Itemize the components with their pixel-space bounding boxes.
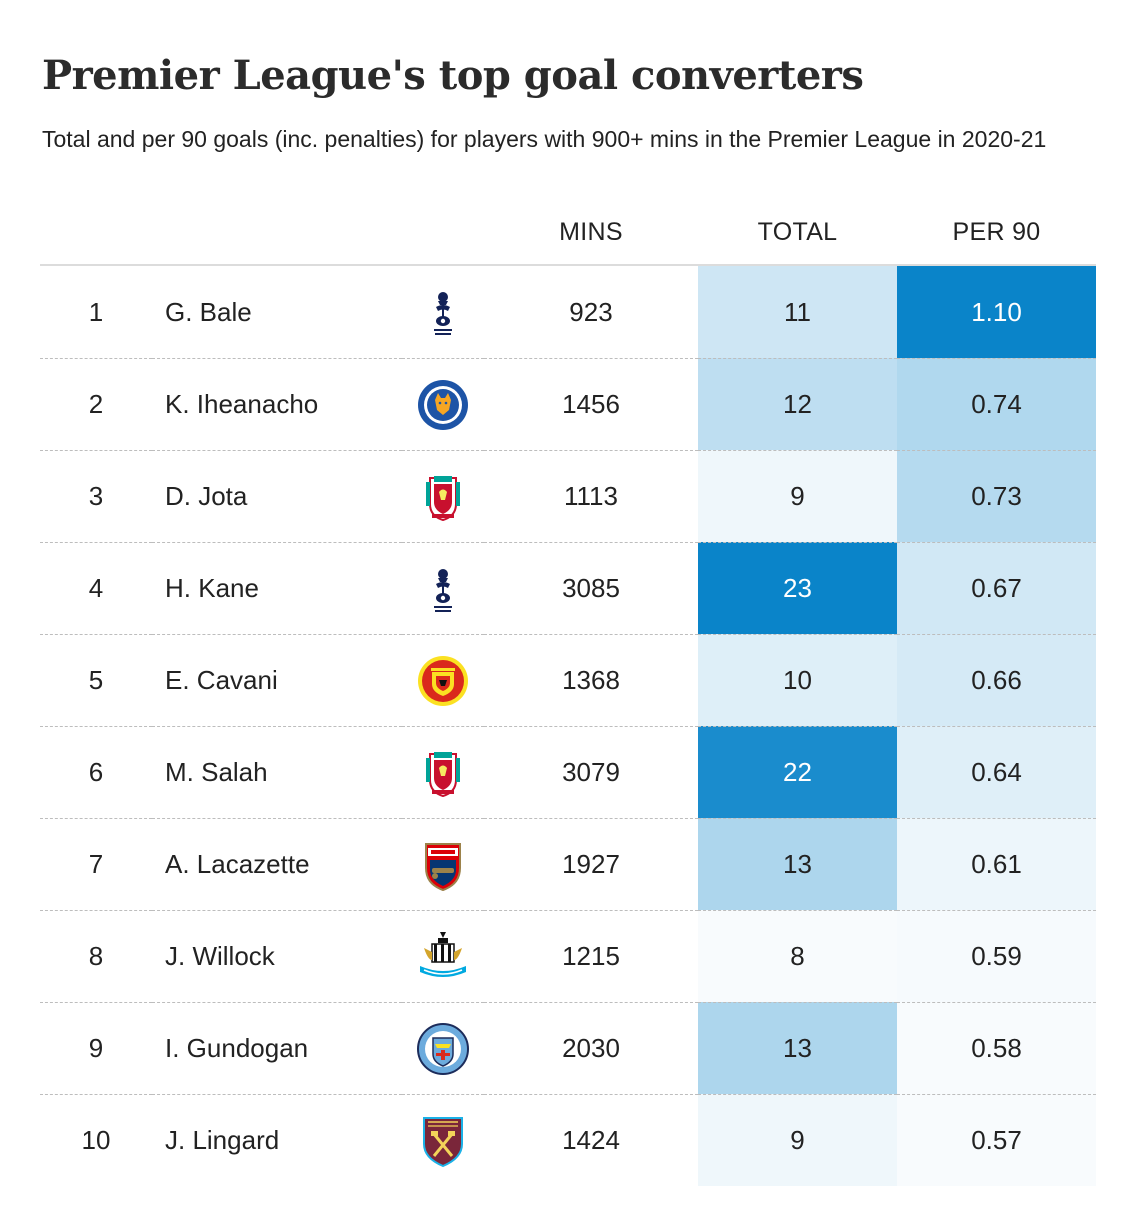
total-cell: 13 [698, 818, 897, 910]
player-name: A. Lacazette [152, 818, 402, 910]
per90-cell: 0.66 [897, 634, 1096, 726]
player-name: D. Jota [152, 450, 402, 542]
club-crest-cell [402, 818, 484, 910]
liverpool-crest [416, 470, 470, 524]
tottenham-crest [416, 562, 470, 616]
rank-cell: 1 [88, 296, 104, 327]
header-rank [40, 200, 152, 264]
table-row: 10 J. Lingard 1424 9 0.57 [40, 1094, 1096, 1186]
club-crest-cell [402, 542, 484, 634]
chart-title: Premier League's top goal converters [42, 52, 864, 99]
club-crest-cell [402, 266, 484, 358]
mins-cell: 1927 [484, 818, 698, 910]
club-crest-cell [402, 450, 484, 542]
header-player [152, 200, 402, 264]
table-header: MINS TOTAL PER 90 [40, 200, 1096, 266]
converters-table: MINS TOTAL PER 90 1 G. Bale 923 11 1.10 2 K. I… [40, 200, 1096, 1186]
mins-cell: 1424 [484, 1094, 698, 1186]
header-per90: PER 90 [952, 217, 1041, 246]
total-cell: 23 [698, 542, 897, 634]
table-row: 5 E. Cavani 1368 10 0.66 [40, 634, 1096, 726]
mins-cell: 2030 [484, 1002, 698, 1094]
player-name: M. Salah [152, 726, 402, 818]
rank-cell: 7 [40, 818, 152, 910]
mins-cell: 923 [569, 296, 613, 327]
tottenham-crest [416, 285, 470, 339]
player-name: E. Cavani [152, 634, 402, 726]
man-united-crest [416, 654, 470, 708]
mins-cell: 1456 [484, 358, 698, 450]
table-row: 1 G. Bale 923 11 1.10 [40, 266, 1096, 358]
player-name: K. Iheanacho [152, 358, 402, 450]
total-cell: 11 [698, 266, 897, 358]
per90-cell: 0.61 [897, 818, 1096, 910]
table-row: 6 M. Salah 3079 22 0.64 [40, 726, 1096, 818]
table-row: 7 A. Lacazette 1927 13 0.61 [40, 818, 1096, 910]
per90-cell: 0.64 [897, 726, 1096, 818]
man-city-crest [416, 1022, 470, 1076]
total-cell: 8 [698, 910, 897, 1002]
club-crest-cell [402, 910, 484, 1002]
header-mins: MINS [559, 217, 623, 246]
player-name: H. Kane [152, 542, 402, 634]
club-crest-cell [402, 1002, 484, 1094]
total-cell: 10 [698, 634, 897, 726]
total-cell: 22 [698, 726, 897, 818]
total-cell: 9 [698, 450, 897, 542]
per90-cell: 0.73 [897, 450, 1096, 542]
rank-cell: 4 [40, 542, 152, 634]
chart-subtitle: Total and per 90 goals (inc. penalties) … [42, 126, 1047, 152]
rank-cell: 9 [40, 1002, 152, 1094]
total-cell: 9 [698, 1094, 897, 1186]
per90-cell: 0.67 [897, 542, 1096, 634]
newcastle-crest [416, 930, 470, 984]
mins-cell: 1215 [484, 910, 698, 1002]
total-cell: 12 [698, 358, 897, 450]
rank-cell: 5 [40, 634, 152, 726]
rank-cell: 3 [40, 450, 152, 542]
header-total: TOTAL [757, 217, 838, 246]
arsenal-crest [416, 838, 470, 892]
west-ham-crest [416, 1114, 470, 1168]
per90-cell: 0.58 [897, 1002, 1096, 1094]
mins-cell: 1113 [484, 450, 698, 542]
club-crest-cell [402, 726, 484, 818]
table-row: 8 J. Willock 1215 8 0.59 [40, 910, 1096, 1002]
per90-cell: 0.57 [897, 1094, 1096, 1186]
per90-cell: 1.10 [897, 266, 1096, 358]
rank-cell: 10 [40, 1094, 152, 1186]
club-crest-cell [402, 634, 484, 726]
player-name: J. Willock [152, 910, 402, 1002]
table-row: 9 I. Gundogan 2030 13 0.58 [40, 1002, 1096, 1094]
club-crest-cell [402, 358, 484, 450]
total-cell: 13 [698, 1002, 897, 1094]
per90-cell: 0.74 [897, 358, 1096, 450]
liverpool-crest [416, 746, 470, 800]
player-name: G. Bale [165, 296, 252, 327]
player-name: I. Gundogan [152, 1002, 402, 1094]
rank-cell: 8 [40, 910, 152, 1002]
table-body: 1 G. Bale 923 11 1.10 2 K. Iheanacho 1456 12 0.74… [40, 266, 1096, 1186]
rank-cell: 2 [40, 358, 152, 450]
player-name: J. Lingard [152, 1094, 402, 1186]
rank-cell: 6 [40, 726, 152, 818]
mins-cell: 1368 [484, 634, 698, 726]
leicester-crest [416, 378, 470, 432]
per90-cell: 0.59 [897, 910, 1096, 1002]
mins-cell: 3079 [484, 726, 698, 818]
mins-cell: 3085 [484, 542, 698, 634]
header-club [402, 200, 484, 264]
table-row: 3 D. Jota 1113 9 0.73 [40, 450, 1096, 542]
club-crest-cell [402, 1094, 484, 1186]
table-row: 2 K. Iheanacho 1456 12 0.74 [40, 358, 1096, 450]
table-row: 4 H. Kane 3085 23 0.67 [40, 542, 1096, 634]
